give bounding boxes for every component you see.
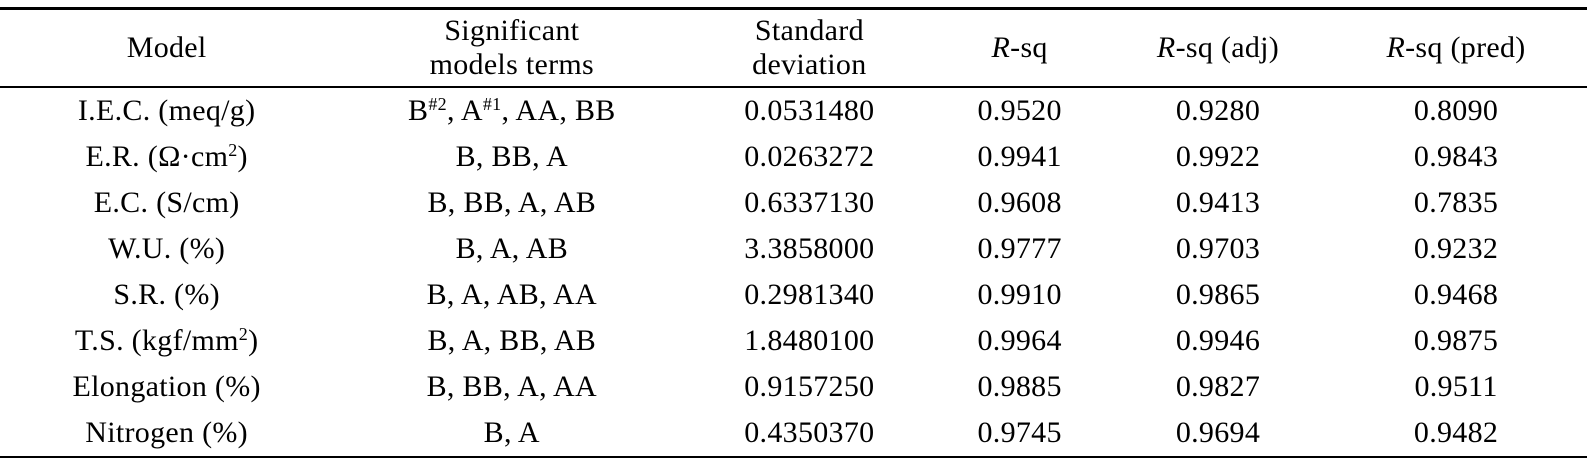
cell-model: I.E.C. (meq/g): [77, 94, 256, 127]
cell-significant-terms: B, A, BB, AB: [427, 324, 597, 357]
cell-model: T.S. (kgf/mm2): [74, 324, 259, 357]
cell-rsq-pred: 0.9511: [1414, 370, 1498, 403]
cell-rsq-adj: 0.9413: [1175, 186, 1261, 219]
table-row: I.E.C. (meq/g) B#2, A#1, AA, BB 0.0531480 0…: [0, 87, 1587, 134]
cell-rsq-adj: 0.9280: [1175, 94, 1261, 127]
cell-significant-terms: B#2, A#1, AA, BB: [408, 94, 616, 127]
col-header-rsq-pred-r: R: [1386, 31, 1406, 65]
cell-rsq: 0.9777: [977, 232, 1062, 265]
table-row: E.R. (Ω·cm2) B, BB, A 0.0263272 0.9941 0.992…: [0, 134, 1587, 180]
col-header-terms-line1: Significant: [444, 14, 580, 48]
cell-rsq-pred: 0.8090: [1413, 94, 1499, 127]
superscript: 2: [228, 140, 238, 161]
table-row: Nitrogen (%) B, A 0.4350370 0.9745 0.9694 0.9…: [0, 410, 1587, 457]
col-header-rsq-r: R: [991, 31, 1011, 65]
cell-rsq: 0.9608: [977, 186, 1062, 219]
cell-significant-terms: B, A, AB: [455, 232, 569, 265]
cell-rsq: 0.9941: [977, 140, 1062, 173]
cell-rsq-pred: 0.9482: [1413, 416, 1499, 449]
col-header-model: Model: [0, 9, 333, 88]
col-header-model-label: Model: [126, 31, 207, 65]
cell-rsq-pred: 0.9232: [1413, 232, 1499, 265]
cell-significant-terms: B, BB, A, AA: [426, 370, 597, 403]
header-row: Model Significant models terms Standard …: [0, 9, 1587, 88]
col-header-rsq-adj-rest: -sq (adj): [1175, 31, 1280, 65]
col-header-rsq-adj-r: R: [1156, 31, 1176, 65]
col-header-terms-line2: models terms: [429, 48, 594, 81]
cell-rsq: 0.9885: [977, 370, 1062, 403]
cell-standard-deviation: 3.3858000: [744, 232, 875, 265]
cell-rsq-pred: 0.9468: [1413, 278, 1499, 311]
cell-rsq-adj: 0.9703: [1175, 232, 1261, 265]
cell-standard-deviation: 0.6337130: [744, 186, 875, 219]
table-row: T.S. (kgf/mm2) B, A, BB, AB 1.8480100 0.996…: [0, 318, 1587, 364]
cell-standard-deviation: 0.4350370: [744, 416, 875, 449]
cell-rsq-adj: 0.9922: [1175, 140, 1261, 173]
cell-rsq-pred: 0.7835: [1413, 186, 1499, 219]
cell-standard-deviation: 1.8480100: [744, 324, 875, 357]
cell-model: E.R. (Ω·cm2): [85, 140, 248, 173]
cell-rsq: 0.9745: [977, 416, 1062, 449]
col-header-rsq: R-sq: [928, 9, 1111, 88]
superscript: #2: [428, 94, 447, 115]
col-header-standard-deviation: Standard deviation: [690, 9, 928, 88]
cell-significant-terms: B, A, AB, AA: [426, 278, 597, 311]
col-header-rsq-pred-rest: -sq (pred): [1405, 31, 1526, 65]
cell-model: W.U. (%): [108, 232, 226, 265]
model-statistics-table: Model Significant models terms Standard …: [0, 7, 1587, 458]
cell-standard-deviation: 0.0263272: [744, 140, 875, 173]
cell-standard-deviation: 0.0531480: [744, 94, 875, 127]
cell-rsq: 0.9520: [977, 94, 1062, 127]
cell-model: E.C. (S/cm): [93, 186, 240, 219]
col-header-std-line1: Standard: [754, 14, 864, 48]
table-row: Elongation (%) B, BB, A, AA 0.9157250 0.988…: [0, 364, 1587, 410]
col-header-rsq-adj: R-sq (adj): [1111, 9, 1325, 88]
col-header-significant-terms: Significant models terms: [333, 9, 690, 88]
cell-rsq-pred: 0.9875: [1413, 324, 1499, 357]
cell-rsq: 0.9910: [977, 278, 1062, 311]
cell-significant-terms: B, A: [483, 416, 540, 449]
table-row: S.R. (%) B, A, AB, AA 0.2981340 0.9910 0.986…: [0, 272, 1587, 318]
cell-model: S.R. (%): [113, 278, 220, 311]
cell-rsq-adj: 0.9827: [1175, 370, 1261, 403]
superscript: #1: [482, 94, 502, 115]
superscript: 2: [238, 324, 249, 345]
cell-model: Nitrogen (%): [85, 416, 248, 449]
cell-significant-terms: B, BB, A, AB: [427, 186, 597, 219]
cell-standard-deviation: 0.9157250: [744, 370, 875, 403]
cell-rsq-adj: 0.9694: [1175, 416, 1261, 449]
cell-significant-terms: B, BB, A: [455, 140, 569, 173]
table-row: W.U. (%) B, A, AB 3.3858000 0.9777 0.9703 0.9…: [0, 226, 1587, 272]
col-header-rsq-pred: R-sq (pred): [1325, 9, 1587, 88]
col-header-rsq-rest: -sq: [1010, 31, 1048, 65]
table-body: I.E.C. (meq/g) B#2, A#1, AA, BB 0.0531480 0…: [0, 87, 1587, 457]
cell-model: Elongation (%): [72, 370, 261, 403]
table-row: E.C. (S/cm) B, BB, A, AB 0.6337130 0.9608 0.…: [0, 180, 1587, 226]
cell-rsq: 0.9964: [977, 324, 1062, 357]
cell-rsq-adj: 0.9865: [1175, 278, 1261, 311]
cell-rsq-adj: 0.9946: [1175, 324, 1261, 357]
col-header-std-line2: deviation: [752, 48, 867, 81]
cell-standard-deviation: 0.2981340: [744, 278, 875, 311]
cell-rsq-pred: 0.9843: [1413, 140, 1499, 173]
